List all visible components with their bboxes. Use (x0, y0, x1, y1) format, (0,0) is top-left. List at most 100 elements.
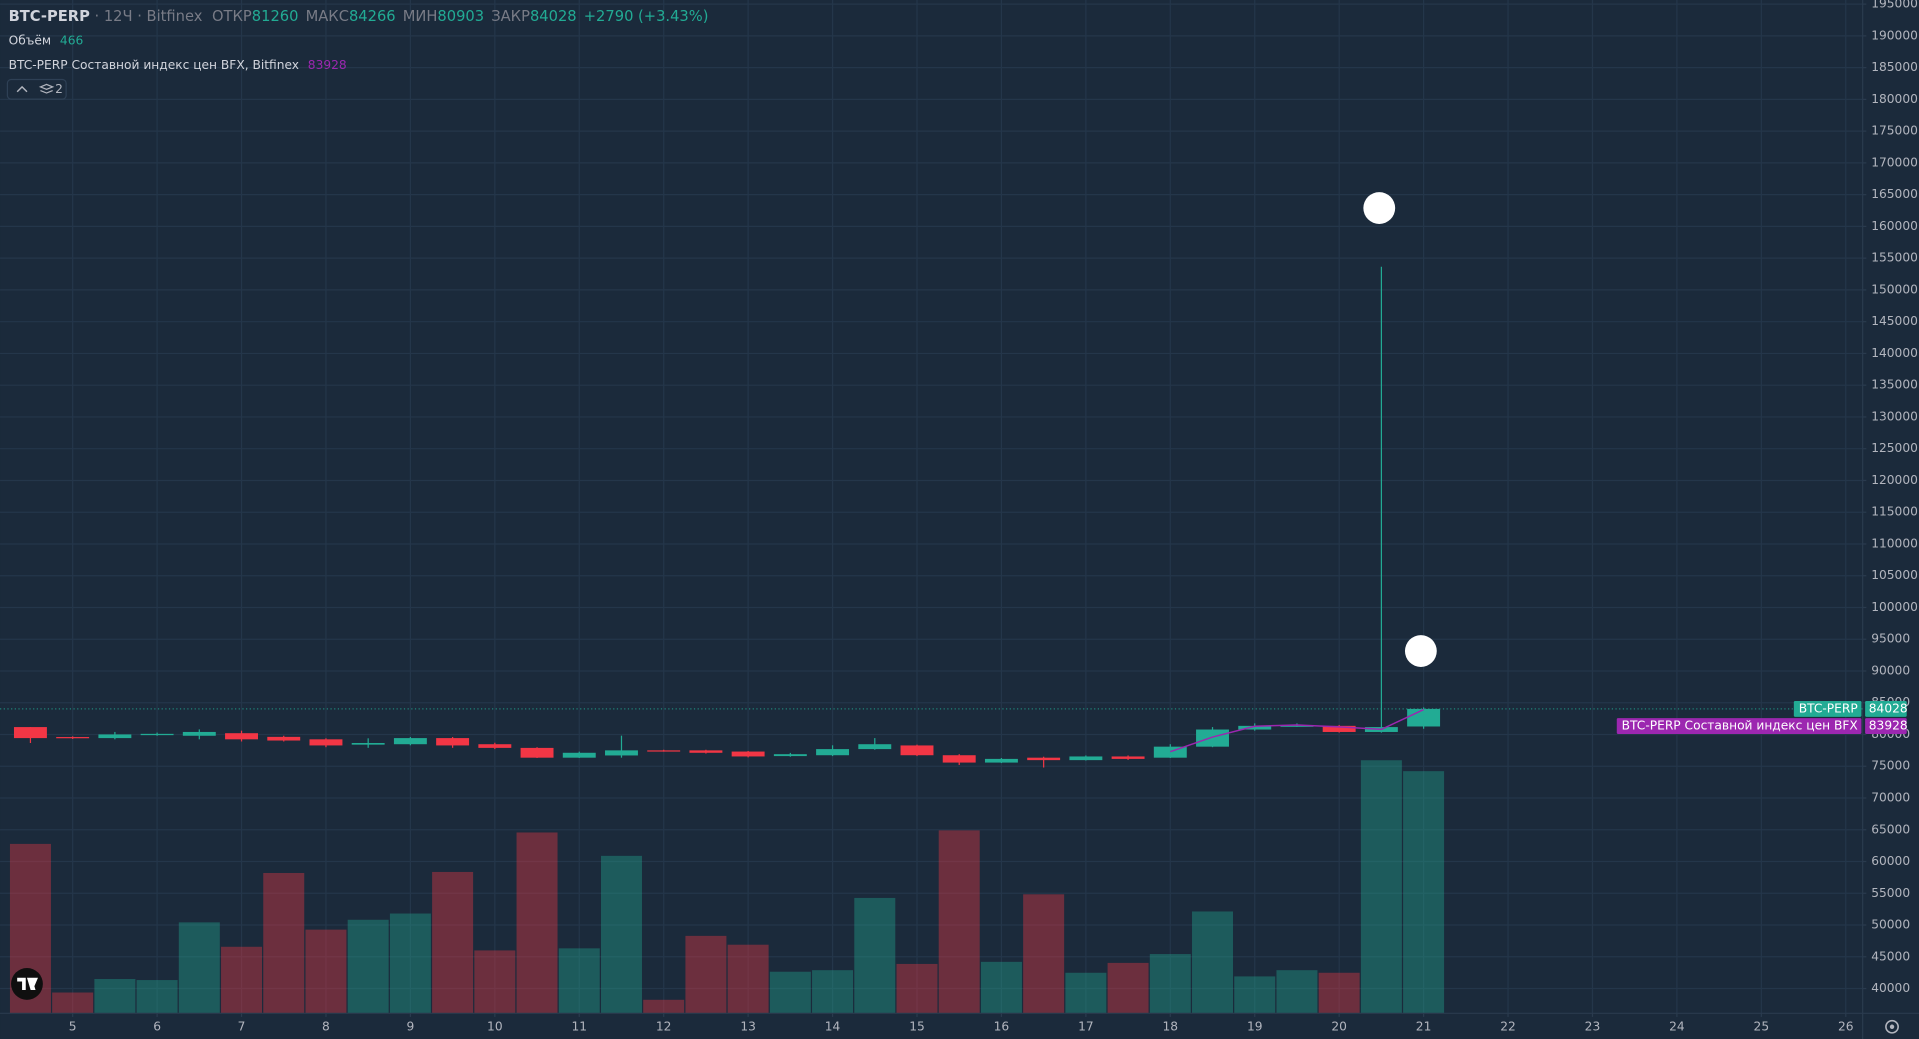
y-tick-label: 140000 (1871, 346, 1918, 360)
volume-bar (685, 935, 727, 1014)
x-tick-label: 16 (994, 1019, 1010, 1033)
volume-bar (1107, 962, 1149, 1014)
settings-button[interactable] (1885, 1019, 1899, 1034)
gear-outer (1885, 1019, 1899, 1034)
x-tick-label: 18 (1163, 1019, 1179, 1033)
open-label: ОТКР (212, 8, 252, 25)
candle-body (1280, 725, 1314, 727)
price-badge-value: 84028 (1869, 701, 1908, 715)
change: +2790 (+3.43%) (584, 8, 709, 25)
candle-body (351, 743, 385, 745)
y-tick-label: 155000 (1871, 251, 1918, 265)
candle-body (56, 737, 90, 739)
candle-body (520, 747, 554, 758)
volume-bar (1403, 771, 1445, 1014)
candle-body (393, 738, 427, 745)
volume-layer (9, 760, 1445, 1014)
close-label: ЗАКР (491, 8, 530, 25)
candle-body (1322, 725, 1356, 732)
x-tick-label: 7 (238, 1019, 246, 1033)
candle-body (478, 744, 512, 748)
y-tick-label: 190000 (1871, 28, 1918, 42)
y-tick-label: 60000 (1871, 854, 1910, 868)
price-badge-value: 83928 (1869, 719, 1908, 733)
volume-bar (558, 948, 600, 1014)
y-tick-label: 100000 (1871, 600, 1918, 614)
price-badge-name: BTC-PERP Составной индекс цен BFX (1622, 719, 1858, 733)
layers-toggle[interactable]: 2 (6, 78, 67, 100)
y-tick-label: 125000 (1871, 441, 1918, 455)
volume-bar (1234, 976, 1276, 1014)
volume-bar (1360, 760, 1402, 1014)
candle-body (13, 727, 47, 739)
x-tick-label: 9 (407, 1019, 415, 1033)
axes: 40000 45000 50000 55000 60000 65000 70000 75000… (69, 0, 1918, 1033)
y-tick-label: 185000 (1871, 60, 1918, 74)
volume-bar (474, 950, 516, 1014)
volume-bar (432, 871, 474, 1014)
volume-bar (516, 832, 558, 1014)
y-tick-label: 40000 (1871, 981, 1910, 995)
y-tick-label: 175000 (1871, 124, 1918, 138)
candle-body (816, 749, 850, 756)
candle-body (436, 738, 470, 746)
volume-bar (1149, 954, 1191, 1014)
gear-inner (1889, 1024, 1895, 1029)
x-tick-label: 21 (1416, 1019, 1432, 1033)
candle-body (225, 733, 258, 740)
price-badges: 84028 BTC-PERP 83928 BTC-PERP Составной инд… (0, 700, 1908, 734)
y-tick-label: 70000 (1871, 791, 1910, 805)
volume-bar (305, 929, 347, 1014)
volume-bar (389, 913, 431, 1014)
open-value: 81260 (252, 8, 299, 25)
candle-body (562, 752, 596, 758)
x-tick-label: 24 (1669, 1019, 1685, 1033)
marker[interactable] (1363, 192, 1396, 224)
candle-body (1153, 746, 1187, 758)
volume-bar (221, 946, 263, 1014)
y-tick-label: 195000 (1871, 0, 1918, 11)
logo-mark (17, 977, 38, 991)
x-tick-label: 6 (153, 1019, 161, 1033)
volume-bar (812, 970, 854, 1014)
y-tick-label: 50000 (1871, 918, 1910, 932)
y-tick-label: 45000 (1871, 949, 1910, 963)
candle-body (1238, 725, 1272, 730)
y-tick-label: 120000 (1871, 473, 1918, 487)
volume-bar (727, 944, 769, 1014)
candle-body (1196, 729, 1229, 747)
volume-bar (263, 872, 305, 1014)
y-tick-label: 55000 (1871, 886, 1910, 900)
marker[interactable] (1404, 635, 1437, 667)
x-tick-label: 17 (1078, 1019, 1094, 1033)
y-tick-label: 65000 (1871, 822, 1910, 836)
candle-body (689, 750, 723, 753)
x-tick-label: 10 (487, 1019, 503, 1033)
logo-circle (11, 968, 43, 1000)
x-tick-label: 8 (322, 1019, 330, 1033)
price-badge-name-box (1793, 700, 1862, 717)
candle-body (773, 754, 807, 757)
x-tick-label: 14 (825, 1019, 841, 1033)
volume-bar (1065, 972, 1107, 1014)
candle-body (858, 744, 892, 750)
y-tick-label: 170000 (1871, 155, 1918, 169)
volume-label: Объём (9, 33, 52, 47)
candle-body (98, 734, 132, 739)
volume-bar (769, 971, 811, 1014)
volume-bar (1276, 970, 1318, 1014)
layers-count: 2 (55, 82, 63, 96)
index-line (1170, 708, 1424, 753)
close-value: 84028 (530, 8, 577, 25)
y-tick-label: 135000 (1871, 378, 1918, 392)
x-tick-label: 12 (656, 1019, 672, 1033)
volume-legend[interactable]: Объём 466 (9, 33, 84, 47)
y-tick-label: 75000 (1871, 759, 1910, 773)
volume-bar (94, 979, 136, 1014)
index-legend[interactable]: BTC-PERP Составной индекс цен BFX, Bitfi… (9, 57, 347, 71)
volume-bar (643, 999, 685, 1014)
volume-bar (52, 992, 94, 1014)
logo[interactable] (11, 968, 43, 1000)
